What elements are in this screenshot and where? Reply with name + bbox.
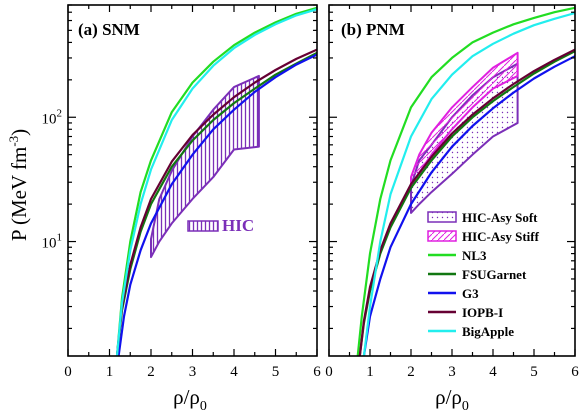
legend-label: HIC-Asy Soft	[462, 210, 538, 225]
series-iopb-i	[115, 48, 317, 356]
legend-swatch	[427, 211, 457, 223]
x-axis-title-sub: 0	[462, 399, 469, 414]
legend-entry-hic-asy-stiff: HIC-Asy Stiff	[427, 229, 540, 244]
y-axis-title-close: )	[7, 129, 31, 136]
legend-label: BigApple	[462, 324, 514, 339]
legend-entry-iopb-i: IOPB-I	[428, 305, 503, 320]
x-axis-title-sub: 0	[200, 399, 207, 414]
x-tick-label: 0	[64, 364, 72, 380]
x-axis-title-main: ρ/ρ	[435, 385, 462, 409]
legend: HIC-Asy Soft HIC-Asy Stiff NL3 FSUGarnet G3 I…	[427, 210, 540, 339]
x-tick-label: 5	[530, 364, 538, 380]
series-fsugarnet	[115, 51, 317, 356]
series-g3	[362, 55, 575, 356]
hic-annotation: HIC	[187, 216, 254, 235]
legend-label: FSUGarnet	[462, 267, 527, 282]
y-axis-title-main: P (MeV fm	[7, 147, 31, 242]
panel-pnm: 0 1 2 3 4 5 6 (b) PNM HIC-Asy Soft HIC-Asy Stif…	[325, 4, 579, 380]
x-tick-label: 1	[106, 364, 114, 380]
legend-entry-g3: G3	[428, 286, 479, 301]
x-tick-label: 0	[325, 364, 333, 380]
series-iopb-i	[358, 48, 575, 356]
legend-entry-hic-asy-soft: HIC-Asy Soft	[427, 210, 538, 225]
series-bigapple	[362, 11, 575, 356]
x-tick-label: 6	[313, 364, 321, 380]
legend-label: IOPB-I	[462, 305, 503, 320]
x-axis-title-b: ρ/ρ0	[435, 385, 469, 414]
legend-label: HIC-Asy Stiff	[462, 229, 540, 244]
hic-swatch	[187, 220, 219, 232]
x-tick-label: 5	[272, 364, 280, 380]
x-axis-title-a: ρ/ρ0	[173, 385, 207, 414]
legend-swatch	[427, 230, 457, 242]
panel-label: (b) PNM	[341, 20, 405, 39]
hic-label: HIC	[222, 216, 254, 235]
x-tick-label: 3	[189, 364, 197, 380]
panel-snm: 0 1 2 3 4 5 6 101 102 (a) SNM HIC	[42, 4, 321, 380]
series-nl3	[115, 6, 317, 356]
x-axis-title-main: ρ/ρ	[173, 385, 200, 409]
x-tick-label: 2	[407, 364, 415, 380]
series-nl3	[356, 6, 575, 356]
y-axis-title-sup: -3	[6, 136, 21, 147]
legend-entry-nl3: NL3	[428, 248, 487, 263]
x-tick-label: 1	[366, 364, 374, 380]
x-tick-label: 2	[147, 364, 155, 380]
band-hic-asy-soft	[410, 62, 519, 214]
x-tick-label: 3	[448, 364, 456, 380]
legend-entry-bigapple: BigApple	[428, 324, 514, 339]
legend-label: NL3	[462, 248, 487, 263]
y-tick-label: 101	[42, 232, 63, 252]
y-tick-label: 102	[42, 107, 63, 127]
series-bigapple	[115, 8, 317, 356]
legend-label: G3	[462, 286, 479, 301]
series-g3	[117, 53, 317, 356]
x-tick-label: 4	[230, 364, 238, 380]
x-tick-label: 6	[571, 364, 579, 380]
legend-entry-fsugarnet: FSUGarnet	[428, 267, 527, 282]
x-tick-label: 4	[489, 364, 497, 380]
y-axis-title: P (MeV fm-3)	[6, 129, 31, 241]
panel-label: (a) SNM	[78, 20, 140, 39]
